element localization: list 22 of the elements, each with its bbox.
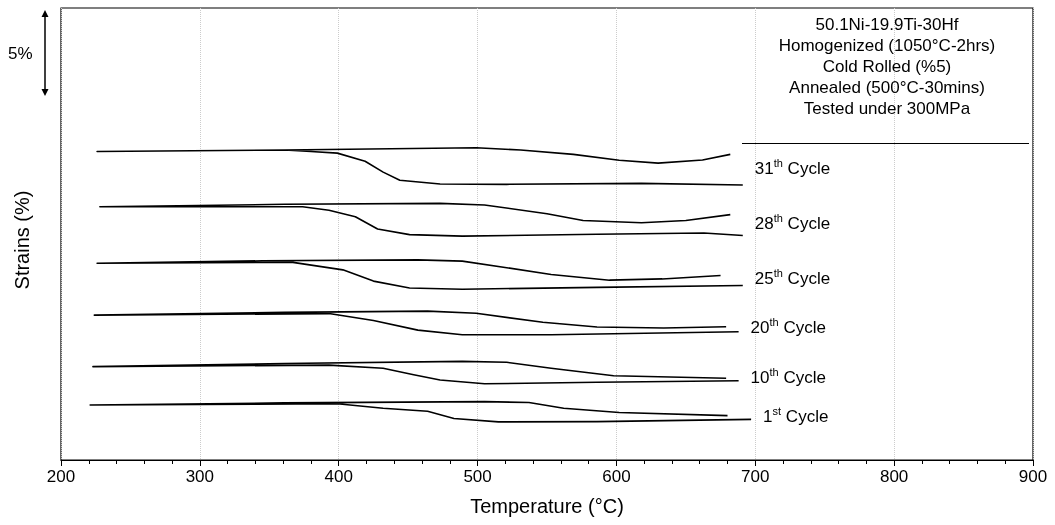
series-label: 1$^{st}$ Cycle [763, 404, 829, 426]
x-tick-label: 300 [185, 467, 215, 486]
x-tick-label: 800 [879, 467, 909, 486]
x-tick-label: 600 [602, 467, 631, 486]
series-label: 28$^{th}$ Cycle [754, 212, 831, 233]
text: 50.1Ni-19.9Ti-30Hf [815, 15, 959, 34]
text: Homogenized (1050°C-2hrs) [778, 36, 996, 55]
x-tick-label: 500 [463, 467, 492, 486]
x-axis-title: Temperature (°C) [470, 495, 624, 517]
text: Annealed (500°C-30mins) [789, 78, 985, 97]
series-label: 31$^{th}$ Cycle [754, 156, 831, 178]
y-axis-title: Strains (%) [11, 190, 33, 290]
x-tick-label: 200 [46, 467, 76, 486]
text: 5% [8, 44, 33, 63]
x-tick-label: 900 [1018, 467, 1048, 486]
series-label: 20$^{th}$ Cycle [750, 316, 826, 337]
text: Tested under 300MPa [803, 99, 971, 118]
text: Cold Rolled (%5) [822, 57, 952, 76]
x-tick-label: 400 [324, 467, 353, 486]
x-tick-label: 700 [741, 467, 770, 486]
series-label: 10$^{th}$ Cycle [750, 366, 826, 388]
series-label: 25$^{th}$ Cycle [754, 267, 831, 289]
